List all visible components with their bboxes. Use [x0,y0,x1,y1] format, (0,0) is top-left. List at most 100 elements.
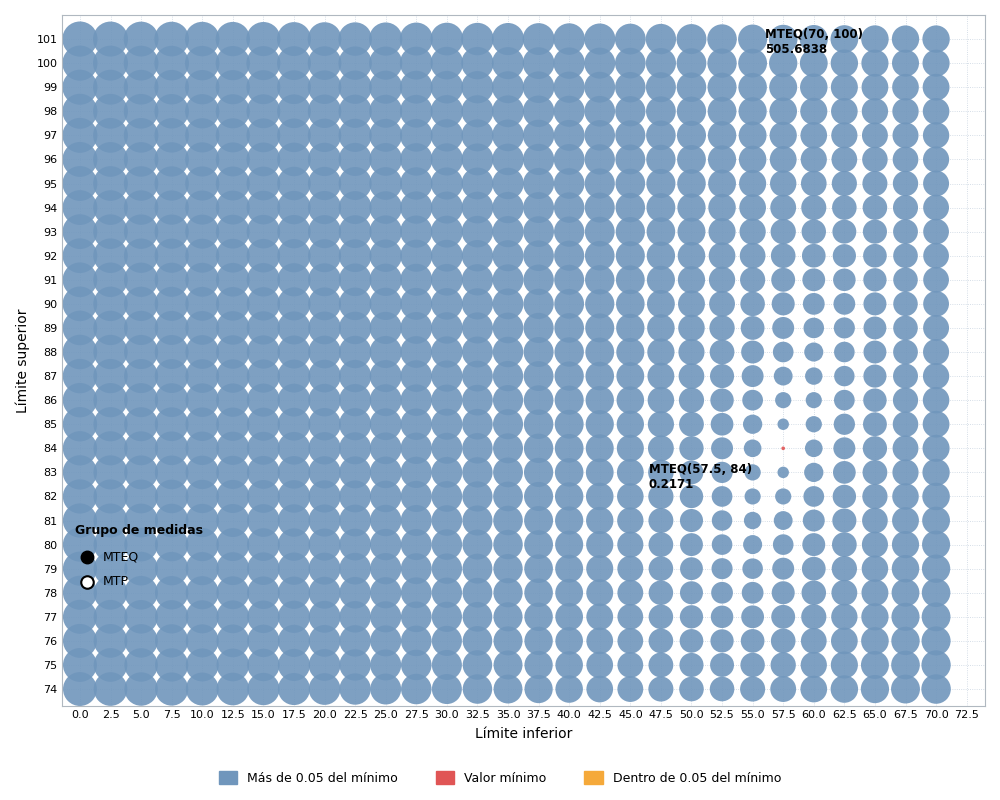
Point [928,153,944,166]
Point [898,129,914,142]
Point [775,394,791,406]
Point [653,250,669,262]
Point [469,442,485,454]
Point [500,634,516,647]
Point [286,177,302,190]
Point [806,682,822,695]
Point [103,298,119,310]
Point [194,298,210,310]
Point [928,370,944,382]
Point [592,250,608,262]
Point [775,322,791,334]
Point [745,153,761,166]
Point [164,490,180,503]
Point [622,322,638,334]
Point [867,634,883,647]
Point [378,250,394,262]
Point [714,442,730,454]
Point [714,346,730,358]
Point [653,562,669,575]
Point [806,466,822,478]
Point [225,57,241,70]
Point [469,226,485,238]
Point [714,250,730,262]
Point [317,418,333,430]
Point [103,442,119,454]
Point [408,658,424,671]
Point [255,418,271,430]
Point [255,490,271,503]
Point [469,490,485,503]
Point [164,418,180,430]
Point [653,226,669,238]
Point [103,226,119,238]
Point [898,442,914,454]
Point [378,105,394,118]
Point [347,201,363,214]
Point [714,394,730,406]
Point [439,394,455,406]
Point [408,57,424,70]
Point [408,610,424,623]
Point [194,418,210,430]
Point [714,105,730,118]
Point [531,586,547,599]
Point [806,250,822,262]
Point [745,394,761,406]
Point [714,562,730,575]
Point [745,201,761,214]
Point [867,682,883,695]
Point [775,226,791,238]
Point [806,105,822,118]
Point [133,562,149,575]
Point [592,153,608,166]
Point [103,105,119,118]
Point [347,682,363,695]
Point [928,442,944,454]
Point [683,682,699,695]
Point [806,177,822,190]
Point [72,658,88,671]
Point [133,57,149,70]
Point [714,634,730,647]
Point [592,201,608,214]
Point [317,466,333,478]
Point [133,322,149,334]
Point [469,177,485,190]
Point [622,33,638,46]
Point [408,298,424,310]
Point [806,514,822,527]
Point [561,81,577,94]
Point [133,442,149,454]
Point [72,153,88,166]
Point [683,514,699,527]
Point [714,466,730,478]
Point [622,538,638,551]
Point [378,586,394,599]
Point [898,298,914,310]
Point [255,250,271,262]
Point [378,129,394,142]
Point [836,274,852,286]
Point [653,634,669,647]
Point [439,201,455,214]
Point [622,490,638,503]
Point [317,682,333,695]
Point [347,514,363,527]
Point [500,682,516,695]
Point [500,418,516,430]
Point [714,586,730,599]
Point [500,514,516,527]
Point [194,586,210,599]
Point [255,201,271,214]
Point [898,201,914,214]
Point [347,250,363,262]
Point [225,274,241,286]
Point [164,177,180,190]
Point [378,274,394,286]
Point [898,634,914,647]
Point [469,586,485,599]
Point [683,466,699,478]
Point [775,490,791,503]
Point [164,129,180,142]
